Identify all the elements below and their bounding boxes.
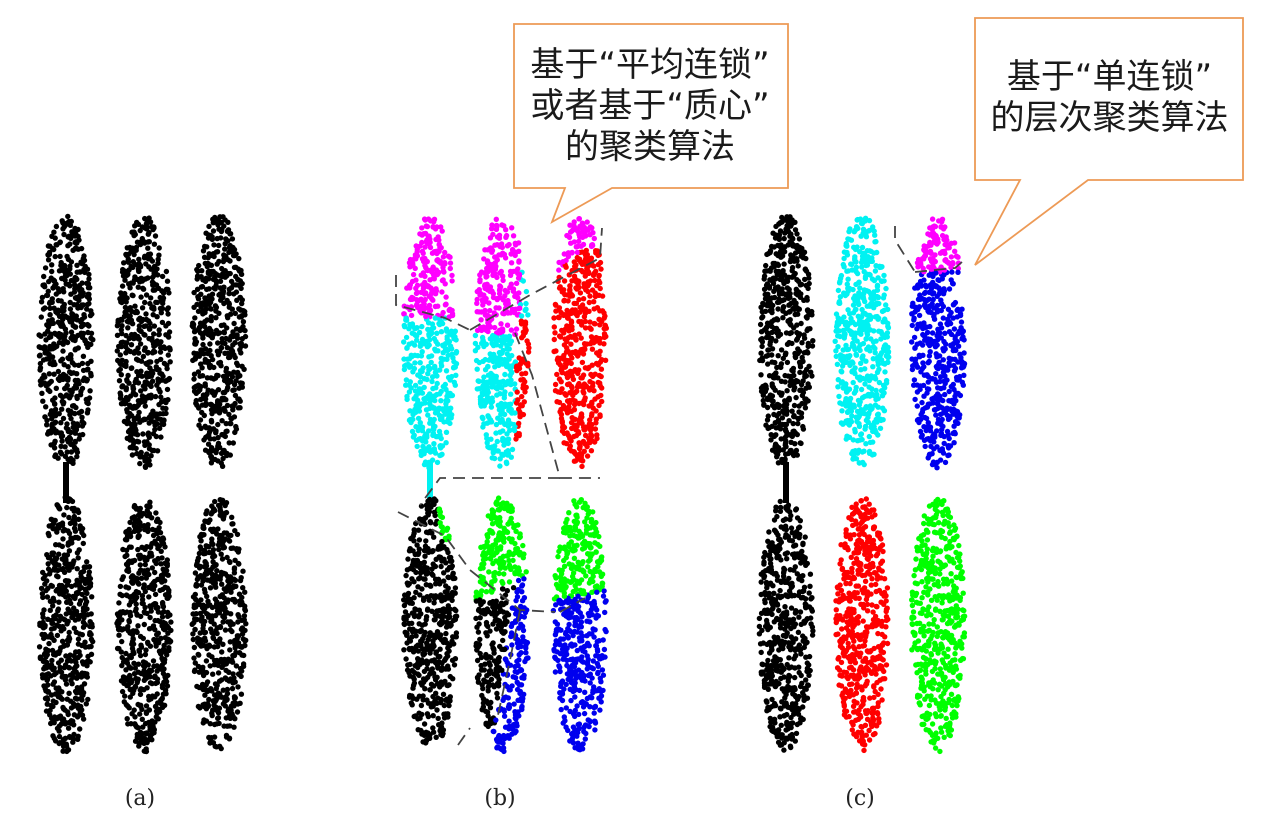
panel-label-c: (c) xyxy=(845,786,875,811)
callout-shapes xyxy=(513,17,1244,266)
callout-average-link-bubble xyxy=(513,23,789,225)
panel-a-cluster-bottom-3 xyxy=(189,497,249,752)
callout-average-link-text: 基于“平均连锁” 或者基于“质心” 的聚类算法 xyxy=(530,45,770,167)
panel-a-cluster-top-2 xyxy=(114,215,173,470)
panel-c-cluster-bottom-3 xyxy=(909,496,968,755)
boundary-line-7 xyxy=(457,727,471,746)
panel-b-chain-bridge xyxy=(427,462,433,503)
panel-b-cluster-top-2 xyxy=(472,216,532,469)
panel-b-cluster-top-3 xyxy=(551,216,609,470)
panel-c-chain-bridge xyxy=(783,462,789,503)
boundary-line-2 xyxy=(469,227,603,331)
panel-b-cluster-bottom-1 xyxy=(401,496,460,746)
panel-c-cluster-bottom-1 xyxy=(756,498,816,753)
boundary-line-8 xyxy=(894,226,916,273)
boundary-line-4 xyxy=(419,477,560,506)
panel-label-b: (b) xyxy=(484,786,516,811)
boundary-line-9 xyxy=(914,261,963,273)
panel-a-cluster-bottom-2 xyxy=(114,499,174,755)
panel-c-cluster-bottom-2 xyxy=(833,496,891,754)
cluster-boundaries xyxy=(395,226,963,746)
panel-a-chain-bridge xyxy=(63,462,69,503)
boundary-line-3 xyxy=(514,332,600,479)
panel-c-cluster-top-1 xyxy=(757,214,816,466)
panel-b-cluster-top-1 xyxy=(401,216,460,471)
panel-a-cluster-top-1 xyxy=(36,213,96,469)
panel-c-cluster-top-2 xyxy=(832,215,892,468)
panel-c-cluster-top-3 xyxy=(909,216,968,471)
panel-a-cluster-bottom-1 xyxy=(36,494,96,755)
callout-single-link-bubble xyxy=(974,17,1244,266)
panel-label-a: (a) xyxy=(124,786,156,811)
scatter-points xyxy=(36,213,968,755)
callout-single-link-text: 基于“单连锁” 的层次聚类算法 xyxy=(990,57,1229,138)
boundary-line-10 xyxy=(559,597,586,613)
panel-b-cluster-bottom-2 xyxy=(473,495,531,755)
panel-b-cluster-bottom-3 xyxy=(550,497,609,753)
panel-a-cluster-top-3 xyxy=(189,214,249,469)
